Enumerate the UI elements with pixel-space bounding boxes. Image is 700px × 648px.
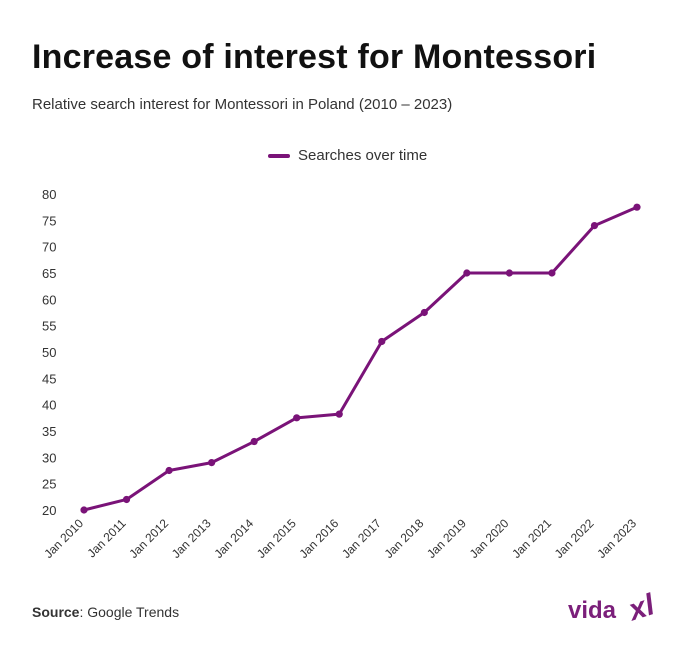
data-point	[378, 337, 386, 346]
data-point	[250, 437, 258, 446]
legend-swatch	[268, 153, 290, 158]
y-tick-label: 20	[42, 503, 56, 518]
data-point	[463, 269, 471, 277]
data-point	[208, 459, 216, 467]
y-tick-label: 50	[42, 345, 56, 360]
x-tick-label: Jan 2018	[382, 516, 427, 561]
svg-text:vida: vida	[568, 597, 617, 624]
source-text: : Google Trends	[79, 604, 180, 620]
data-point	[633, 203, 641, 211]
y-tick-label: 65	[42, 266, 56, 281]
x-tick-label: Jan 2016	[297, 516, 342, 561]
chart-legend: Searches over time	[268, 147, 427, 164]
y-tick-label: 30	[42, 450, 56, 465]
y-tick-label: 45	[42, 371, 56, 386]
data-point	[122, 495, 131, 504]
chart-subtitle: Relative search interest for Montessori …	[32, 96, 453, 113]
chart-title: Increase of interest for Montessori	[32, 38, 597, 76]
legend-label: Searches over time	[298, 147, 428, 164]
data-point	[505, 269, 513, 277]
x-tick-label: Jan 2023	[594, 516, 639, 561]
source-note: Source: Google Trends	[32, 604, 179, 620]
x-tick-label: Jan 2017	[339, 516, 384, 561]
x-tick-label: Jan 2021	[509, 516, 554, 561]
y-tick-label: 25	[42, 477, 56, 492]
data-point	[293, 414, 301, 422]
y-tick-label: 35	[42, 424, 56, 439]
data-point	[420, 308, 428, 317]
data-point	[590, 222, 599, 230]
y-tick-label: 80	[42, 187, 56, 202]
source-label: Source	[32, 604, 80, 620]
data-point	[548, 269, 556, 277]
x-tick-label: Jan 2013	[169, 516, 214, 561]
y-tick-label: 75	[42, 213, 56, 228]
x-tick-label: Jan 2020	[467, 516, 512, 561]
x-tick-label: Jan 2019	[424, 516, 469, 561]
y-tick-label: 40	[42, 398, 56, 413]
x-tick-label: Jan 2014	[211, 516, 256, 561]
vidaxl-logo: vida xl	[568, 588, 660, 628]
y-tick-label: 60	[42, 292, 56, 307]
data-point	[80, 506, 88, 514]
y-tick-label: 55	[42, 319, 56, 334]
x-tick-label: Jan 2015	[254, 516, 299, 561]
y-tick-label: 70	[42, 240, 56, 255]
data-point	[335, 410, 343, 418]
series-line	[82, 205, 639, 512]
x-tick-label: Jan 2010	[41, 516, 86, 561]
x-tick-label: Jan 2011	[84, 516, 128, 560]
x-tick-label: Jan 2012	[126, 516, 171, 561]
x-tick-label: Jan 2022	[552, 516, 597, 561]
svg-text:xl: xl	[623, 588, 660, 628]
data-point	[165, 466, 173, 475]
